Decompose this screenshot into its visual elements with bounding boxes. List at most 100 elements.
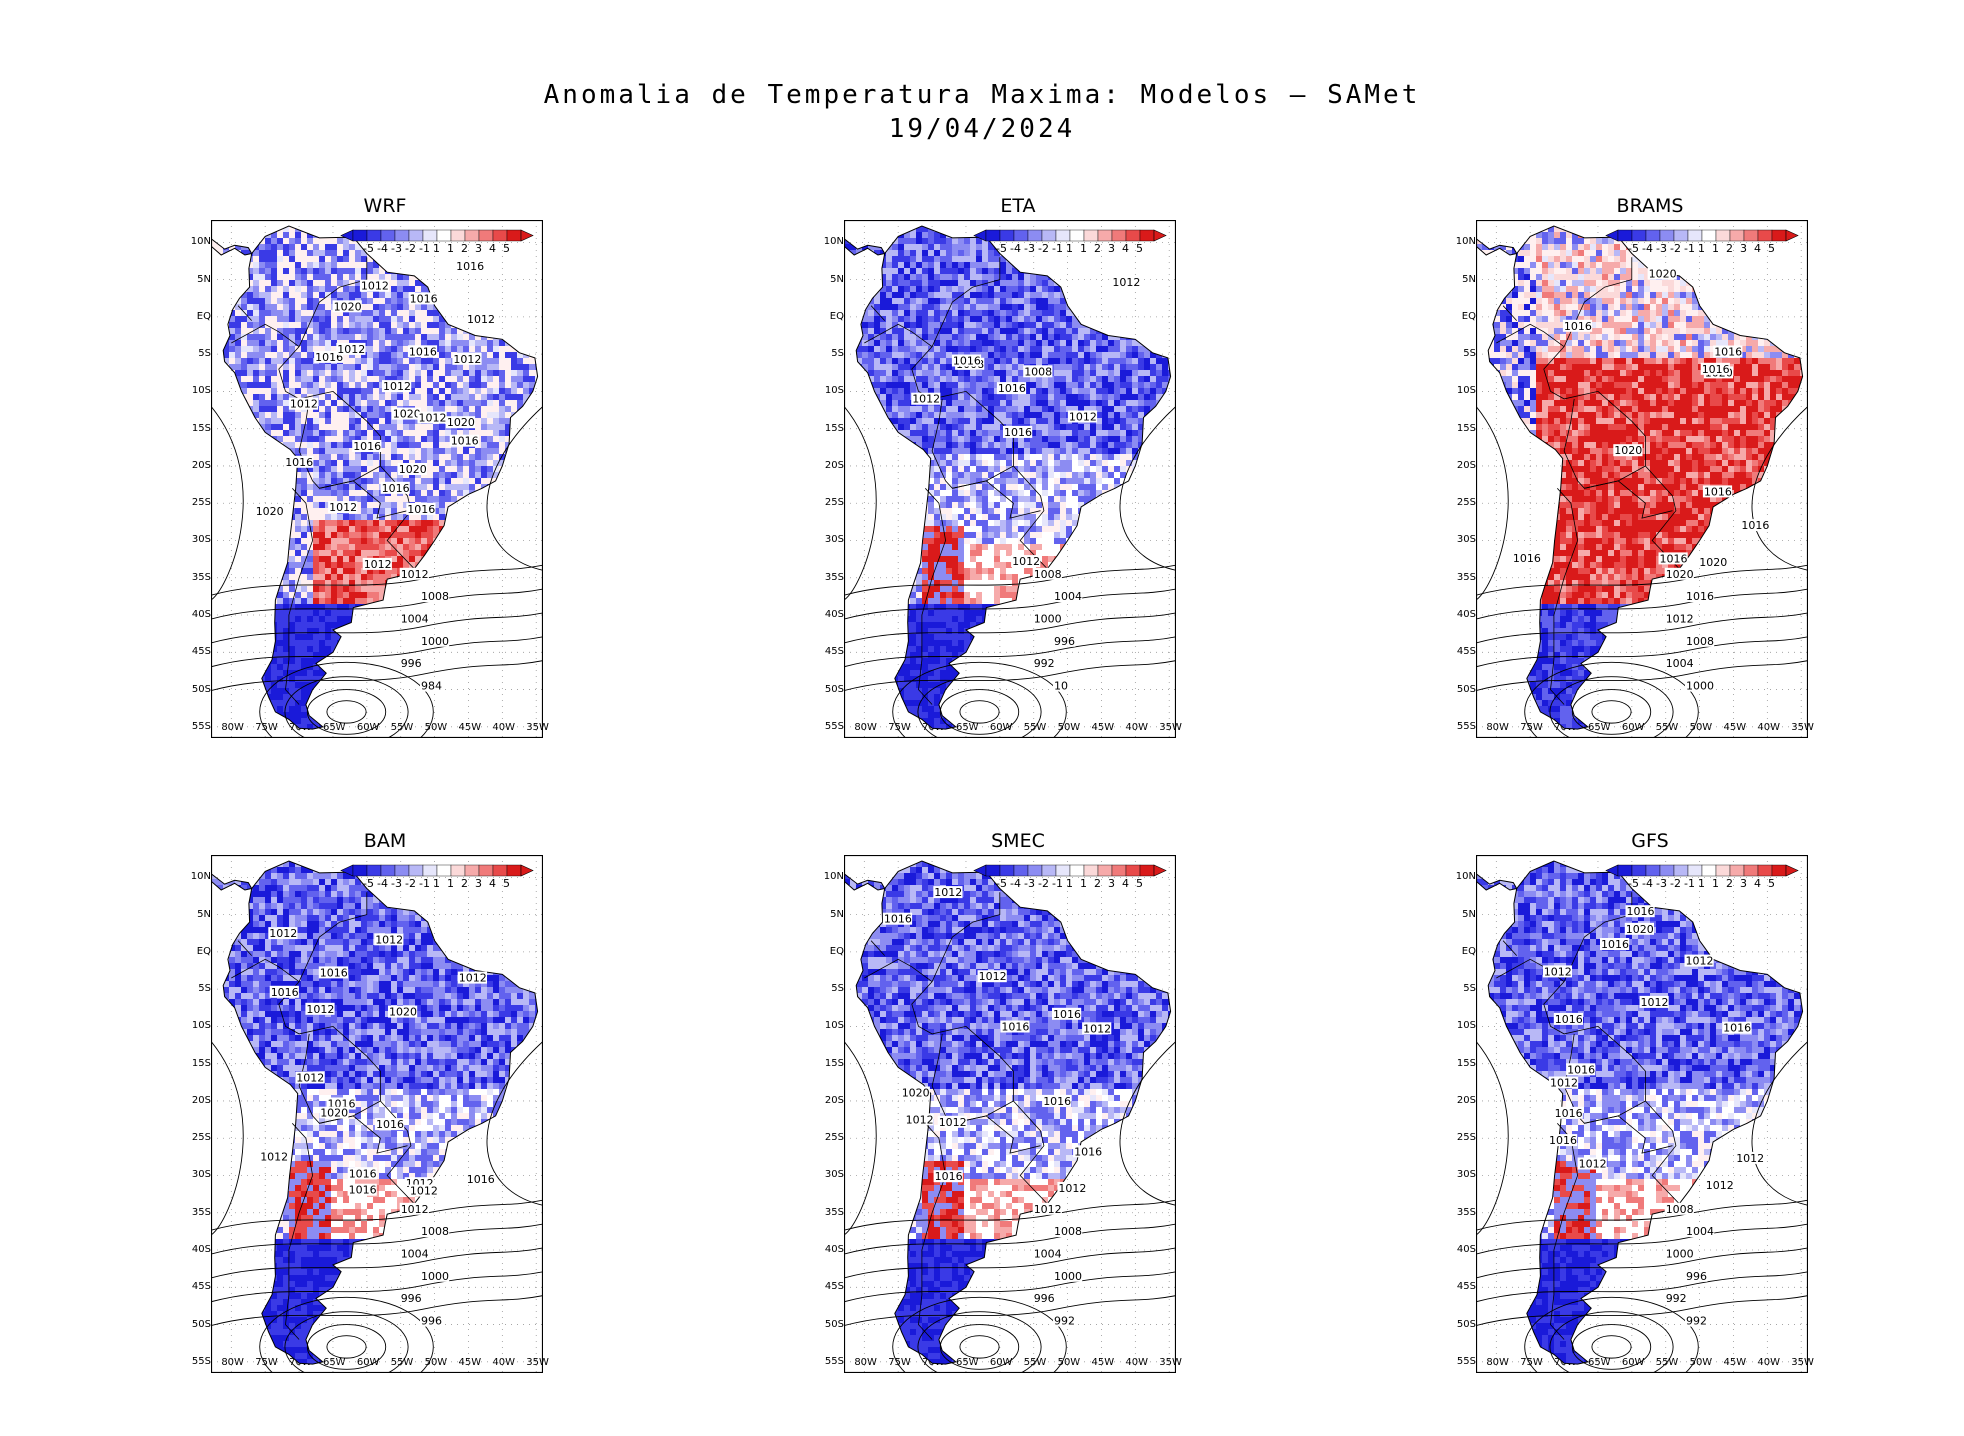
- isobar-label: 1000: [1666, 1248, 1694, 1261]
- lat-tick-label: 45S: [179, 1281, 211, 1292]
- anomaly-map: 1012 1012 1016 1012 1020 1012 1016 1016 1012 1016…: [211, 855, 543, 1373]
- legend-tick-label: 1: [447, 877, 454, 890]
- isobar-label: 1012: [401, 568, 429, 581]
- lon-tick-label: 35W: [1159, 1357, 1182, 1368]
- lon-tick-label: 60W: [990, 1357, 1013, 1368]
- isobar-label: 1016: [998, 382, 1026, 395]
- lat-tick-label: 45S: [1444, 646, 1476, 657]
- isobar-label: 1016: [349, 1184, 377, 1197]
- anomaly-map: 1012101210121016101610121020101610121012…: [1476, 855, 1808, 1373]
- isobar-label: 1020: [256, 505, 284, 518]
- isobar-label: 1016: [1601, 938, 1629, 951]
- legend-tick-label: -4: [1010, 877, 1021, 890]
- lat-tick-label: 40S: [1444, 609, 1476, 620]
- isobar-label: 1012: [361, 280, 389, 293]
- isobar-label: 1004: [1054, 590, 1082, 603]
- legend-tick-label: -4: [1642, 242, 1653, 255]
- legend-tick-label: 5: [503, 877, 510, 890]
- lat-tick-label: EQ: [1444, 311, 1476, 322]
- legend-tick-label: 1: [1080, 877, 1087, 890]
- lat-tick-label: 50S: [1444, 684, 1476, 695]
- map-panel-brams: BRAMS 10N 5N EQ 5S 10S 15S 20S 25S 30S 35S 40S 45S 50…: [1456, 195, 1820, 755]
- lon-tick-label: 60W: [990, 722, 1013, 733]
- isobar-label: 1012: [296, 1072, 324, 1085]
- legend-tick-label: -1: [1052, 242, 1063, 255]
- lon-tick-label: 75W: [1520, 1357, 1543, 1368]
- lat-tick-label: 10N: [1444, 236, 1476, 247]
- panel-title: SMEC: [848, 830, 1188, 852]
- lat-tick-label: 20S: [179, 460, 211, 471]
- legend-tick-label: -1: [1684, 242, 1695, 255]
- lon-tick-label: 75W: [255, 722, 278, 733]
- lat-tick-label: EQ: [812, 946, 844, 957]
- anomaly-map: 1012101210121016101610201016101210121016…: [844, 855, 1176, 1373]
- lat-tick-label: 30S: [812, 1169, 844, 1180]
- legend-tick-label: 4: [1122, 877, 1129, 890]
- isobar-label: 1020: [334, 300, 362, 313]
- lon-tick-label: 40W: [1757, 1357, 1780, 1368]
- lat-tick-label: 10S: [812, 385, 844, 396]
- lat-tick-label: 15S: [1444, 1058, 1476, 1069]
- isobar-label: 1016: [467, 1173, 495, 1186]
- legend-tick-label: 5: [503, 242, 510, 255]
- isobar-label: 1020: [1699, 556, 1727, 569]
- lat-tick-label: 55S: [812, 1356, 844, 1367]
- lat-tick-label: 30S: [812, 534, 844, 545]
- isobar-label: 1008: [1054, 1225, 1082, 1238]
- legend-tick-label: 5: [1768, 242, 1775, 255]
- legend-tick-label: -5: [363, 242, 374, 255]
- panel-title: BRAMS: [1480, 195, 1820, 217]
- anomaly-map: 1012101210161008101610121008101610121008…: [844, 220, 1176, 738]
- isobar-label: 1020: [447, 416, 475, 429]
- lat-tick-label: 30S: [179, 534, 211, 545]
- lat-tick-label: 45S: [1444, 1281, 1476, 1292]
- panel-title: WRF: [215, 195, 555, 217]
- legend-tick-label: -1: [1052, 877, 1063, 890]
- lon-tick-label: 40W: [492, 722, 515, 733]
- isobar-label: 1012: [459, 972, 487, 985]
- isobar-label: 1012: [1666, 613, 1694, 626]
- isobar-label: 1016: [935, 1170, 963, 1183]
- isobar-label: 1016: [1001, 1021, 1029, 1034]
- isobar-label: 1016: [1513, 552, 1541, 565]
- lat-tick-label: 10S: [1444, 1020, 1476, 1031]
- lat-tick-label: 20S: [812, 1095, 844, 1106]
- isobar-label: 1008: [421, 590, 449, 603]
- anomaly-field: [1476, 226, 1803, 730]
- legend-tick-label: -5: [1628, 242, 1639, 255]
- lat-tick-label: 20S: [1444, 1095, 1476, 1106]
- isobar-label: 1012: [306, 1003, 334, 1016]
- lon-tick-label: 45W: [1091, 722, 1114, 733]
- isobar-label: 1016: [349, 1167, 377, 1180]
- isobar-label: 1020: [1666, 568, 1694, 581]
- isobar-label: 1020: [399, 463, 427, 476]
- isobar-label: 1012: [453, 353, 481, 366]
- legend-tick-label: 1: [1080, 242, 1087, 255]
- isobar-label: 1016: [1704, 485, 1732, 498]
- lat-tick-label: 10N: [812, 236, 844, 247]
- lat-tick-label: 25S: [1444, 1132, 1476, 1143]
- isobars: [1476, 1040, 1808, 1373]
- isobar-label: 1016: [884, 913, 912, 926]
- isobar-label: 1016: [1723, 1022, 1751, 1035]
- lon-tick-label: 50W: [1690, 722, 1713, 733]
- legend-tick-label: 3: [1108, 877, 1115, 890]
- legend-tick-label: 3: [1108, 242, 1115, 255]
- lon-tick-label: 45W: [458, 1357, 481, 1368]
- color-legend: -5 -4 -3 -2 -1 1 1 2 3 4 5: [340, 229, 534, 255]
- lon-tick-label: 40W: [492, 1357, 515, 1368]
- lat-tick-label: 50S: [1444, 1319, 1476, 1330]
- isobar-label: 1016: [1555, 1107, 1583, 1120]
- lat-tick-label: 15S: [179, 1058, 211, 1069]
- legend-tick-label: -4: [1010, 242, 1021, 255]
- lat-tick-label: 55S: [1444, 1356, 1476, 1367]
- legend-tick-label: 1: [447, 242, 454, 255]
- coastline: [222, 860, 539, 1365]
- lat-tick-label: 35S: [1444, 1207, 1476, 1218]
- isobar-label: 1016: [1549, 1134, 1577, 1147]
- isobar-label: 996: [401, 1292, 422, 1305]
- legend-tick-label: 1: [1066, 877, 1073, 890]
- lat-tick-label: 50S: [812, 684, 844, 695]
- isobar-label: 1012: [934, 886, 962, 899]
- lat-tick-label: EQ: [179, 311, 211, 322]
